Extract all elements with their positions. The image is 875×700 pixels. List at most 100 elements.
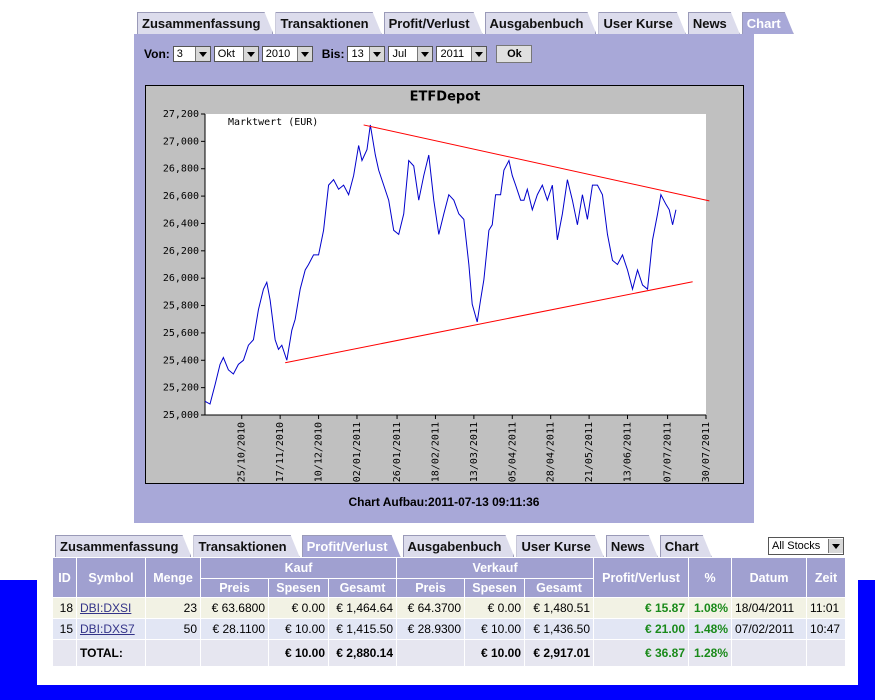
cell: € 1,415.50 — [327, 618, 398, 640]
cell: € 1,464.64 — [327, 597, 398, 619]
cell: € 10.00 — [268, 618, 329, 640]
y-tick-label: 26,000 — [163, 273, 199, 284]
from-year[interactable]: 2010 — [261, 46, 313, 62]
cell: 18 — [52, 597, 77, 619]
cell: € 0.00 — [464, 597, 526, 619]
header-cell: % — [688, 557, 733, 598]
header-cell: Gesamt — [524, 578, 595, 598]
y-tick-label: 25,600 — [163, 328, 199, 339]
cell: € 2,880.14 — [327, 639, 398, 667]
cell: 1.48% — [688, 618, 733, 640]
tab[interactable]: User Kurse — [598, 12, 685, 34]
trend-line — [363, 124, 710, 202]
tab[interactable]: Transaktionen — [193, 535, 299, 557]
y-tick-label: 27,200 — [163, 109, 199, 120]
tab[interactable]: Profit/Verlust — [384, 12, 483, 34]
filter-row: Von: 3 Okt 2010 Bis: 13 Jul 2011 Ok — [144, 45, 533, 63]
trend-line — [285, 281, 693, 364]
y-tick-label: 26,600 — [163, 191, 199, 202]
x-tick-label: 17/11/2010 — [275, 422, 286, 482]
cell: 23 — [145, 597, 201, 619]
to-year[interactable]: 2011 — [436, 46, 488, 62]
cell: 1.28% — [688, 639, 733, 667]
cell: € 63.6800 — [200, 597, 269, 619]
x-tick-label: 13/03/2011 — [469, 422, 480, 482]
cell: € 15.87 — [593, 597, 690, 619]
bottom-tabs: Zusammenfassung Transaktionen Profit/Verlu… — [55, 535, 712, 557]
header-cell: Gesamt — [327, 578, 398, 598]
symbol-link[interactable]: DBI:DXS7 — [80, 622, 135, 636]
tab[interactable]: User Kurse — [516, 535, 603, 557]
tab[interactable]: Profit/Verlust — [302, 535, 401, 557]
header-cell: Spesen — [268, 578, 329, 598]
cell: € 21.00 — [593, 618, 690, 640]
tab[interactable]: Transaktionen — [275, 12, 381, 34]
tab[interactable]: Ausgabenbuch — [485, 12, 597, 34]
cell: € 64.3700 — [396, 597, 466, 619]
x-tick-label: 26/01/2011 — [392, 422, 403, 482]
tab[interactable]: Chart — [742, 12, 794, 34]
value: 13 — [351, 48, 364, 60]
cell: € 28.9300 — [396, 618, 466, 640]
from-label: Von: — [144, 47, 170, 61]
cell: 15 — [52, 618, 77, 640]
cell: € 10.00 — [268, 639, 329, 667]
total-label: TOTAL: — [76, 639, 146, 667]
tab[interactable]: Ausgabenbuch — [403, 535, 515, 557]
cell: DBI:DXSI — [76, 597, 146, 619]
legend-label: Marktwert (EUR) — [228, 117, 318, 128]
tab[interactable]: News — [606, 535, 658, 557]
value: All Stocks — [772, 540, 821, 552]
to-day[interactable]: 13 — [347, 46, 386, 62]
x-tick-label: 07/07/2011 — [663, 422, 674, 482]
header-cell: Spesen — [464, 578, 526, 598]
x-tick-label: 28/04/2011 — [546, 422, 557, 482]
cell: € 28.1100 — [200, 618, 269, 640]
table-body: 18 DBI:DXSI 23 € 63.6800 € 0.00 € 1,464.64 € 6… — [52, 597, 847, 640]
x-tick-label: 30/07/2011 — [701, 422, 712, 482]
total-row: TOTAL: € 10.00 € 2,880.14 € 10.00 € 2,91… — [52, 639, 847, 667]
x-tick-label: 21/05/2011 — [584, 422, 595, 482]
tab[interactable]: Zusammenfassung — [55, 535, 191, 557]
cell: 11:01 — [806, 597, 847, 619]
x-tick-label: 18/02/2011 — [430, 422, 441, 482]
header-cell: Preis — [396, 578, 466, 598]
tab[interactable]: News — [688, 12, 740, 34]
to-month[interactable]: Jul — [388, 46, 434, 62]
cell: € 10.00 — [464, 639, 526, 667]
tab[interactable]: Zusammenfassung — [137, 12, 273, 34]
cell: 10:47 — [806, 618, 847, 640]
cell: 50 — [145, 618, 201, 640]
header-cell: ID — [52, 557, 77, 598]
header-cell: Datum — [731, 557, 808, 598]
chart-caption: Chart Aufbau:2011-07-13 09:11:36 — [348, 495, 540, 509]
stock-filter[interactable]: All Stocks — [768, 537, 844, 555]
plot-area — [205, 114, 706, 415]
cell: € 36.87 — [593, 639, 690, 667]
y-tick-label: 25,800 — [163, 301, 199, 312]
cell: 07/02/2011 — [731, 618, 808, 640]
header-cell: Menge — [145, 557, 201, 598]
cell: € 0.00 — [268, 597, 329, 619]
x-tick-label: 05/04/2011 — [507, 422, 518, 482]
header-cell: Verkauf — [396, 557, 595, 579]
y-tick-label: 26,800 — [163, 164, 199, 175]
table-row: 18 DBI:DXSI 23 € 63.6800 € 0.00 € 1,464.64 € 6… — [52, 597, 847, 619]
value: Jul — [392, 48, 407, 60]
tab[interactable]: Chart — [660, 535, 712, 557]
top-tabs: Zusammenfassung Transaktionen Profit/Verlu… — [137, 12, 794, 34]
header-cell: Preis — [200, 578, 269, 598]
from-day[interactable]: 3 — [172, 46, 211, 62]
x-tick-label: 10/12/2010 — [314, 422, 325, 482]
symbol-link[interactable]: DBI:DXSI — [80, 601, 132, 615]
from-month[interactable]: Okt — [213, 46, 259, 62]
x-tick-label: 25/10/2010 — [237, 422, 248, 482]
value: 2011 — [440, 48, 465, 60]
to-label: Bis: — [321, 47, 345, 61]
series-line — [204, 124, 677, 405]
cell: 1.08% — [688, 597, 733, 619]
cell: 18/04/2011 — [731, 597, 808, 619]
y-tick-label: 25,400 — [163, 355, 199, 366]
x-tick-label: 02/01/2011 — [352, 422, 363, 482]
ok-button[interactable]: Ok — [496, 45, 533, 63]
